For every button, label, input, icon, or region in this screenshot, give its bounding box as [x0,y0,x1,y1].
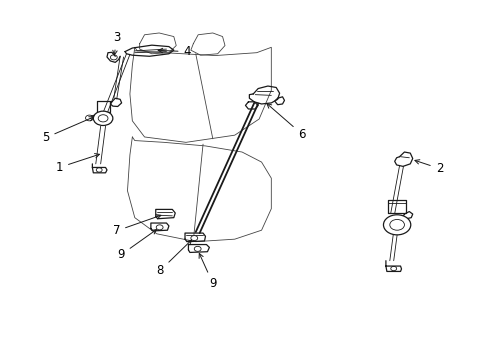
Text: 5: 5 [42,117,94,144]
Text: 9: 9 [199,253,217,291]
Text: 4: 4 [158,45,191,58]
Circle shape [93,111,113,126]
Text: 9: 9 [117,230,156,261]
Text: 6: 6 [266,104,305,141]
Text: 1: 1 [56,154,99,174]
Circle shape [190,235,197,240]
Circle shape [194,246,201,251]
Circle shape [156,225,163,230]
Circle shape [383,215,410,235]
Text: 8: 8 [156,240,191,277]
Circle shape [98,115,108,122]
Text: 3: 3 [113,31,120,55]
Text: 2: 2 [414,160,442,175]
Text: 7: 7 [112,215,161,238]
Circle shape [389,220,404,230]
